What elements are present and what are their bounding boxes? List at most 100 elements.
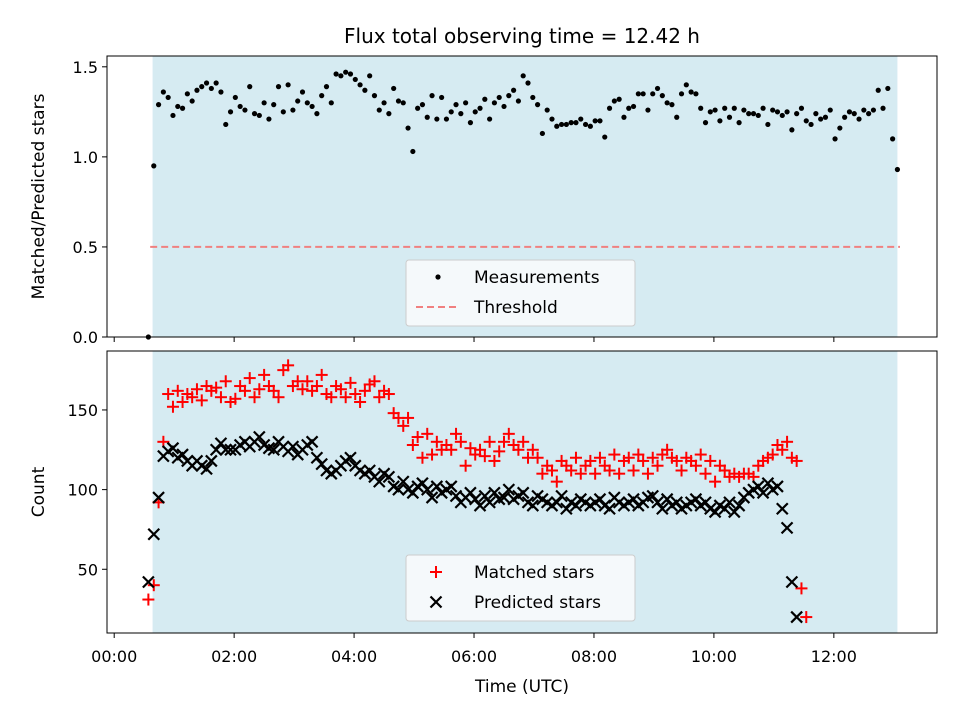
bottom-axes: 50 100 150 00:00 02:00 04:00 06:00 08:00 10:00 1… <box>29 350 938 697</box>
measurement-point <box>544 107 550 113</box>
matched-star-point <box>147 579 160 592</box>
measurement-point <box>304 100 310 106</box>
predicted-star-point <box>785 575 799 589</box>
matched-star-point <box>550 475 563 488</box>
matched-star-point <box>402 411 415 424</box>
legend-threshold-label: Threshold <box>473 298 558 318</box>
matched-star-point <box>536 467 549 480</box>
predicted-star-point <box>728 505 741 519</box>
predicted-star-point <box>253 430 266 444</box>
measurement-point <box>506 93 512 99</box>
predicted-star-point <box>593 492 607 506</box>
predicted-star-point <box>516 486 530 500</box>
measurement-point <box>549 116 555 122</box>
predicted-star-point <box>449 489 463 503</box>
measurement-point <box>650 91 656 97</box>
measurement-point <box>578 116 584 122</box>
measurement-point <box>813 111 819 117</box>
measurement-point <box>323 84 330 90</box>
measurement-point <box>381 100 387 106</box>
measurement-point <box>357 82 363 88</box>
predicted-star-point <box>651 496 664 509</box>
y-tick-label: 150 <box>67 401 98 420</box>
measurement-point <box>731 105 737 111</box>
predicted-star-point <box>219 443 233 457</box>
measurement-point <box>280 109 286 115</box>
measurement-point <box>247 84 253 90</box>
measurement-point <box>223 121 229 128</box>
matched-star-point <box>450 427 463 440</box>
x-tick-label: 04:00 <box>331 647 377 666</box>
predicted-star-point <box>267 443 280 457</box>
predicted-star-point <box>761 476 775 490</box>
matched-star-point <box>795 582 808 595</box>
measurement-point <box>554 123 560 129</box>
measurement-point <box>760 105 766 111</box>
measurement-point <box>712 107 718 113</box>
matched-star-point <box>282 359 295 372</box>
predicted-star-point <box>406 486 420 500</box>
measurement-point <box>707 109 713 115</box>
measurement-point <box>774 109 781 115</box>
predicted-star-point <box>396 475 410 488</box>
legend-plus-glyph <box>430 566 442 578</box>
measurement-point <box>688 89 694 95</box>
measurement-point <box>789 127 795 133</box>
measurement-point <box>367 73 373 79</box>
measurement-point <box>333 71 339 77</box>
measurement-point <box>218 89 224 95</box>
predicted-star-point <box>468 492 482 506</box>
measurement-point <box>285 82 291 88</box>
predicted-star-point <box>670 496 684 509</box>
measurement-point <box>856 116 862 122</box>
measurement-point <box>674 114 680 120</box>
matched-star-point <box>368 375 381 388</box>
figure-title: Flux total observing time = 12.42 h <box>344 24 700 48</box>
measurement-point <box>309 103 315 110</box>
matched-star-point <box>171 384 184 397</box>
matched-star-point <box>406 439 419 451</box>
matched-star-point <box>339 391 352 404</box>
measurement-point <box>184 91 190 97</box>
legend-predicted-label: Predicted stars <box>474 593 601 613</box>
matched-star-point <box>296 383 309 396</box>
measurement-point <box>199 84 205 90</box>
y-tick-label: 100 <box>67 481 98 500</box>
matched-star-point <box>426 448 439 461</box>
predicted-star-point <box>771 480 784 493</box>
matched-star-point <box>694 448 707 461</box>
predicted-star-point <box>152 491 165 504</box>
predicted-star-point <box>430 480 444 493</box>
legend-matched-label: Matched stars <box>474 563 594 583</box>
matched-star-point <box>651 459 664 472</box>
measurement-point <box>568 120 574 126</box>
matched-star-point <box>569 451 582 464</box>
matched-star-point <box>142 593 155 606</box>
measurement-point <box>175 103 181 110</box>
matched-star-point <box>589 467 602 480</box>
predicted-star-point <box>420 483 434 496</box>
measurement-point <box>515 98 522 104</box>
matched-star-point <box>488 454 501 467</box>
matched-star-point <box>421 427 434 440</box>
matched-star-point <box>498 435 511 448</box>
measurement-point <box>415 105 421 111</box>
measurement-point <box>179 105 186 111</box>
measurement-point <box>448 109 454 115</box>
measurement-point <box>592 118 598 124</box>
matched-star-point <box>166 400 179 413</box>
top-axes: 0.0 0.5 1.0 1.5 Matched/Predicted stars Mea… <box>29 55 938 347</box>
measurement-point <box>784 109 790 115</box>
predicted-star-point <box>723 496 736 509</box>
measurement-point <box>410 148 416 155</box>
matched-star-point <box>699 467 712 480</box>
matched-star-point <box>545 464 558 477</box>
predicted-star-point <box>478 489 492 503</box>
predicted-star-point <box>382 470 396 484</box>
matched-star-point <box>478 450 491 463</box>
measurement-point <box>779 112 785 119</box>
y-tick-label: 0.5 <box>73 238 98 257</box>
measurement-point <box>659 93 665 99</box>
matched-star-point <box>675 464 688 477</box>
measurement-point <box>155 102 162 108</box>
